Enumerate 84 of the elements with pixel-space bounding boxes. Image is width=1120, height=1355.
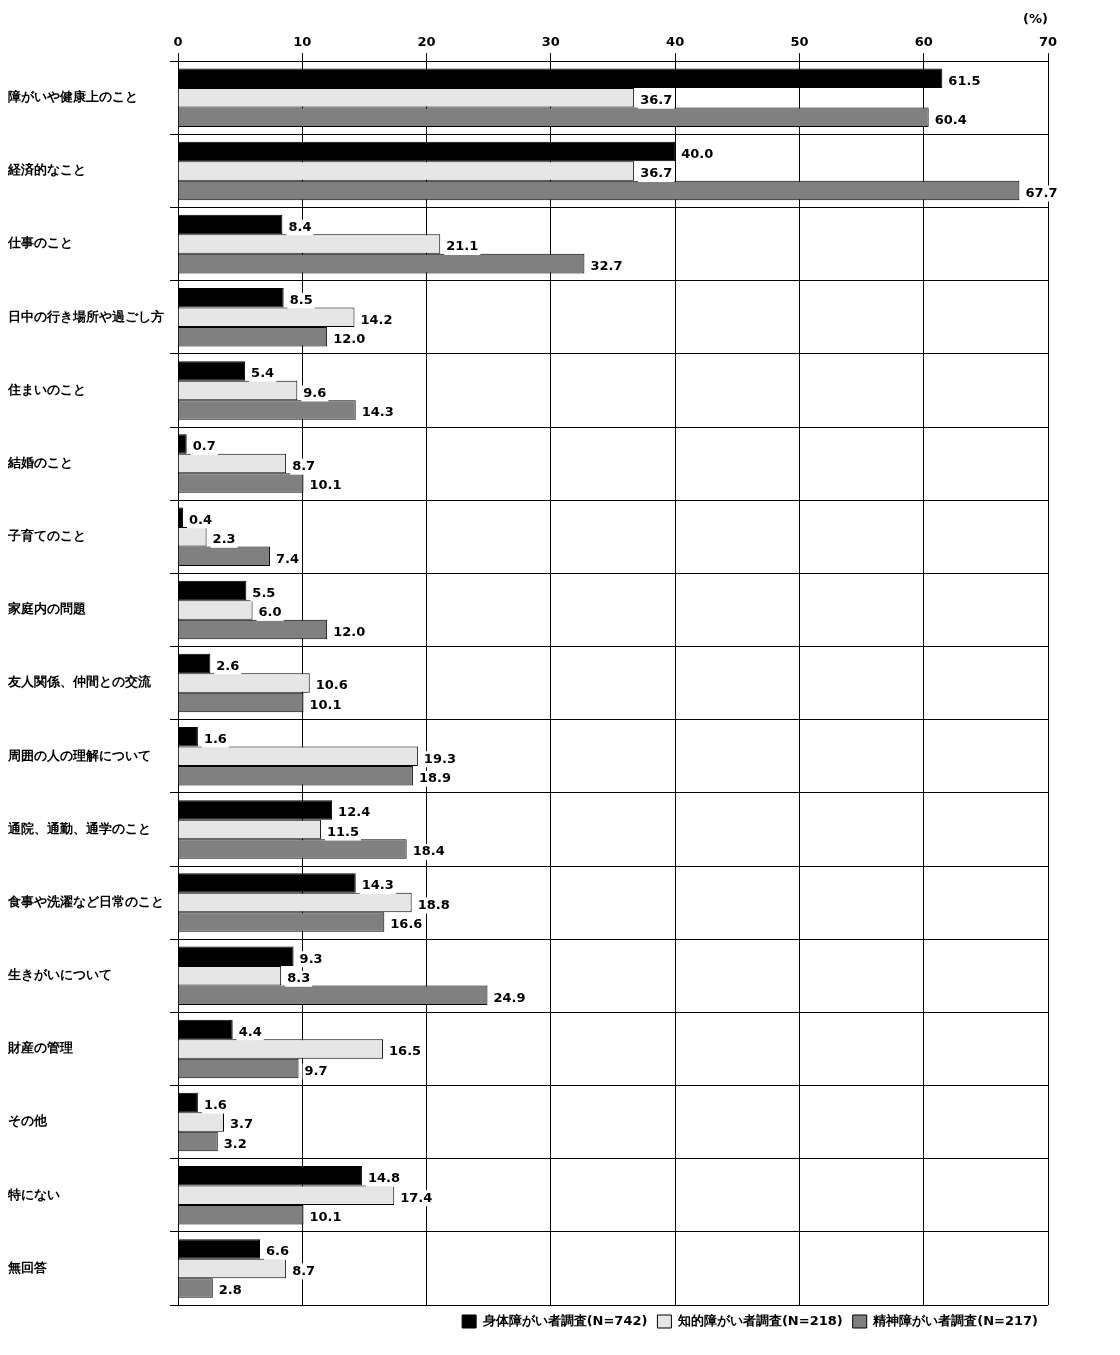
x-tick-label: 70 xyxy=(1038,33,1058,49)
data-label: 8.5 xyxy=(289,292,313,308)
data-label: 10.1 xyxy=(309,477,342,493)
data-label: 14.3 xyxy=(361,404,394,420)
x-tick-label: 20 xyxy=(417,33,436,49)
data-label: 8.7 xyxy=(292,457,316,473)
bar xyxy=(178,214,283,235)
y-tick-label: 仕事のこと xyxy=(7,235,73,251)
data-label: 7.4 xyxy=(275,550,299,566)
y-tick-label: その他 xyxy=(8,1113,48,1129)
data-label: 21.1 xyxy=(446,238,479,254)
data-label: 12.0 xyxy=(333,331,366,347)
data-label: 67.7 xyxy=(1025,184,1058,200)
legend-label: 身体障がい者調査(N=742) xyxy=(481,1312,648,1328)
data-label: 6.6 xyxy=(266,1243,290,1259)
data-label: 61.5 xyxy=(948,72,981,88)
legend-label: 精神障がい者調査(N=217) xyxy=(872,1312,1039,1328)
data-label: 8.4 xyxy=(288,218,312,234)
data-label: 3.7 xyxy=(229,1116,254,1132)
y-tick-label: 財産の管理 xyxy=(7,1040,73,1056)
y-tick-label: 食事や洗濯など日常のこと xyxy=(7,893,164,909)
data-label: 1.6 xyxy=(203,1096,227,1112)
y-tick-label: 周囲の人の理解について xyxy=(7,747,151,763)
bar xyxy=(178,1019,233,1040)
y-tick-label: 友人関係、仲間との交流 xyxy=(7,674,152,690)
data-label: 9.3 xyxy=(299,950,323,966)
data-label: 10.1 xyxy=(309,696,342,712)
data-label: 14.2 xyxy=(360,311,393,327)
data-label: 8.7 xyxy=(292,1262,316,1278)
data-label: 14.3 xyxy=(361,877,394,893)
data-label: 10.6 xyxy=(315,677,348,693)
x-tick-label: 10 xyxy=(293,33,312,49)
data-label: 40.0 xyxy=(681,145,714,161)
legend-label: 知的障がい者調査(N=218) xyxy=(676,1312,843,1328)
data-label: 18.9 xyxy=(418,770,451,786)
y-tick-label: 住まいのこと xyxy=(7,381,86,397)
data-label: 32.7 xyxy=(590,258,623,273)
x-axis-title: (%) xyxy=(1023,11,1048,27)
data-label: 3.2 xyxy=(223,1135,247,1151)
data-label: 6.0 xyxy=(258,604,282,620)
data-label: 14.8 xyxy=(367,1170,401,1186)
data-label: 16.5 xyxy=(389,1043,422,1059)
data-label: 18.4 xyxy=(412,843,445,859)
data-label: 1.6 xyxy=(203,731,227,747)
x-tick-label: 40 xyxy=(666,33,685,49)
y-tick-label: 無回答 xyxy=(7,1259,47,1275)
data-label: 60.4 xyxy=(934,111,967,127)
x-tick-label: 60 xyxy=(914,33,933,49)
y-tick-label: 日中の行き場所や過ごし方 xyxy=(8,308,164,324)
bar xyxy=(178,653,211,674)
data-label: 17.4 xyxy=(400,1189,433,1205)
data-label: 8.3 xyxy=(287,970,311,986)
data-label: 0.4 xyxy=(188,511,212,527)
data-label: 2.8 xyxy=(218,1282,242,1298)
y-tick-label: 通院、通勤、通学のこと xyxy=(7,820,151,836)
data-label: 2.3 xyxy=(212,531,236,547)
y-tick-label: 結婚のこと xyxy=(7,454,73,470)
data-label: 11.5 xyxy=(326,823,360,839)
x-tick-label: 50 xyxy=(790,33,809,49)
data-label: 36.7 xyxy=(640,92,673,108)
data-label: 12.4 xyxy=(338,804,371,820)
data-label: 0.7 xyxy=(192,438,216,454)
data-label: 4.4 xyxy=(238,1023,262,1039)
bar xyxy=(178,580,247,601)
data-label: 24.9 xyxy=(493,989,526,1005)
y-tick-label: 特にない xyxy=(7,1186,60,1202)
y-tick-label: 障がいや健康上のこと xyxy=(8,89,138,105)
data-label: 10.1 xyxy=(309,1209,342,1225)
data-label: 9.7 xyxy=(304,1062,328,1078)
data-label: 2.6 xyxy=(216,657,240,673)
data-label: 9.6 xyxy=(303,384,327,400)
data-label: 19.3 xyxy=(423,750,456,766)
y-tick-label: 子育てのこと xyxy=(7,528,86,544)
data-label: 18.8 xyxy=(417,896,450,912)
data-label: 5.4 xyxy=(251,365,275,381)
y-tick-label: 家庭内の問題 xyxy=(7,601,86,617)
data-label: 12.0 xyxy=(333,623,366,639)
x-tick-label: 0 xyxy=(173,33,183,49)
y-tick-label: 経済的なこと xyxy=(7,162,86,178)
x-tick-label: 30 xyxy=(541,33,560,49)
data-label: 5.5 xyxy=(252,584,276,600)
data-label: 36.7 xyxy=(640,165,673,181)
y-tick-label: 生きがいについて xyxy=(7,967,112,983)
data-label: 16.6 xyxy=(390,916,423,932)
